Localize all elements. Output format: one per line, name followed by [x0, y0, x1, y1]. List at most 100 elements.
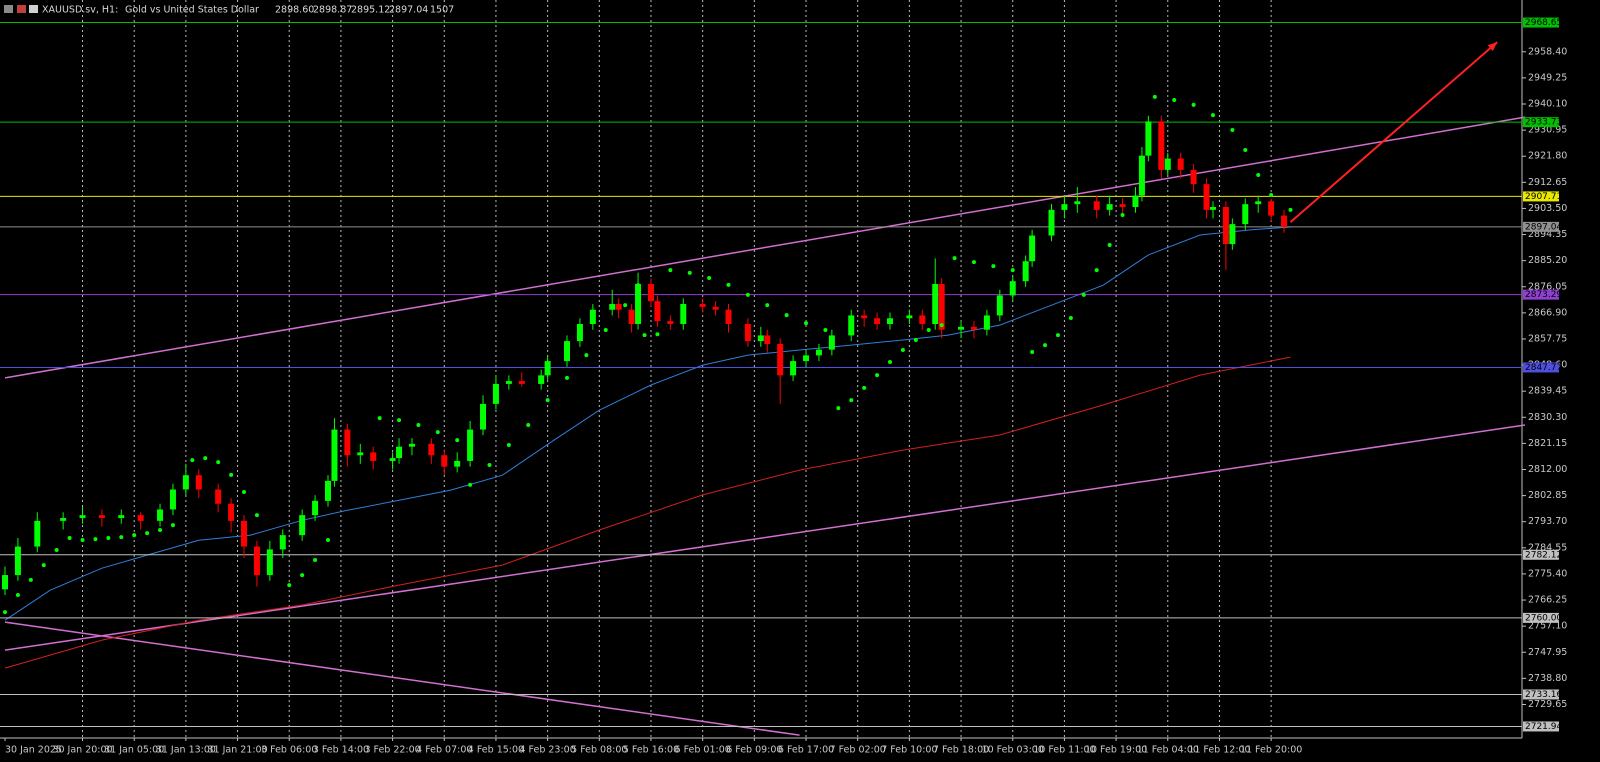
- x-tick-label: 11 Feb 04:00: [1137, 745, 1199, 756]
- candle-body: [699, 304, 706, 307]
- candle-body: [408, 443, 415, 447]
- sar-dot: [603, 327, 608, 332]
- sar-dot: [1010, 268, 1015, 273]
- sar-dot: [377, 416, 382, 421]
- sar-dot: [119, 535, 124, 540]
- candle-body: [1164, 158, 1171, 170]
- sar-dot: [325, 537, 330, 542]
- x-tick-label: 4 Feb 07:00: [416, 745, 472, 756]
- candle-body: [1209, 207, 1216, 210]
- sar-dot: [416, 422, 421, 427]
- y-tick-label: 2940.10: [1528, 99, 1567, 110]
- sar-dot: [254, 513, 259, 518]
- candle-body: [538, 375, 545, 384]
- sar-dot: [565, 375, 570, 380]
- sar-dot: [106, 535, 111, 540]
- x-tick-label: 30 Jan 2025: [5, 745, 62, 756]
- y-tick-label: 2775.40: [1528, 568, 1567, 579]
- candle-body: [983, 315, 990, 330]
- sar-dot: [80, 537, 85, 542]
- sar-dot: [170, 523, 175, 528]
- y-tick-label: 2885.20: [1528, 255, 1567, 266]
- candle-body: [492, 383, 499, 404]
- y-tick-label: 2830.30: [1528, 412, 1567, 423]
- candle-body: [60, 518, 67, 521]
- sar-dot: [1055, 333, 1060, 338]
- candle-body: [396, 446, 403, 459]
- sar-dot: [468, 482, 473, 487]
- candle-body: [628, 309, 635, 324]
- candle-body: [312, 500, 319, 516]
- trend-line: [4, 424, 1526, 651]
- sar-dot: [145, 531, 150, 536]
- candle-body: [609, 304, 616, 310]
- sar-dot: [1068, 315, 1073, 320]
- level-label: 2847.77: [1525, 363, 1562, 373]
- candle-body: [1242, 204, 1249, 225]
- candle-body: [266, 549, 273, 576]
- sar-dot: [229, 472, 234, 477]
- candle-body: [919, 315, 926, 324]
- x-tick-label: 6 Feb 09:00: [726, 745, 782, 756]
- level-label: 2782.12: [1525, 550, 1562, 560]
- y-tick-label: 2866.90: [1528, 307, 1567, 318]
- candle-body: [667, 321, 674, 324]
- candle-body: [757, 335, 764, 342]
- candle-body: [370, 452, 377, 461]
- x-tick-label: 5 Feb 16:00: [623, 745, 679, 756]
- sar-dot: [93, 537, 98, 542]
- sar-dot: [1288, 207, 1293, 212]
- candle-body: [647, 284, 654, 302]
- y-tick-label: 2738.80: [1528, 673, 1567, 684]
- candle-body: [14, 546, 21, 576]
- high: 2898.87: [313, 5, 352, 16]
- sar-dot: [668, 268, 673, 273]
- x-tick-label: 4 Feb 15:00: [468, 745, 524, 756]
- candle-body: [299, 515, 306, 536]
- sar-dot: [300, 573, 305, 578]
- chart-icon: [29, 5, 38, 13]
- candle-body: [1203, 184, 1210, 210]
- tick-volume: 1507: [430, 5, 454, 16]
- candle-body: [454, 460, 461, 467]
- trend-line: [4, 621, 800, 736]
- sar-dot: [1256, 173, 1261, 178]
- candle-body: [34, 520, 41, 547]
- sar-dot: [1081, 292, 1086, 297]
- candle-body: [195, 475, 202, 490]
- sar-dot: [54, 547, 59, 552]
- y-tick-label: 2958.40: [1528, 46, 1567, 57]
- sar-dot: [991, 264, 996, 269]
- sar-dot: [1191, 102, 1196, 107]
- sar-dot: [655, 332, 660, 337]
- candle-body: [744, 323, 751, 342]
- y-tick-label: 2912.65: [1528, 177, 1567, 188]
- sar-dot: [707, 276, 712, 281]
- candle-body: [576, 323, 583, 342]
- sar-dot: [28, 577, 33, 582]
- menu-icon[interactable]: [4, 5, 13, 13]
- candle-body: [480, 403, 487, 430]
- arrow-line: [1289, 41, 1498, 223]
- candle-body: [564, 341, 571, 362]
- sar-dot: [526, 422, 531, 427]
- sar-dot: [687, 270, 692, 275]
- candle-body: [357, 452, 364, 456]
- candle-body: [1229, 224, 1236, 245]
- y-tick-label: 2821.15: [1528, 438, 1567, 449]
- candle-body: [518, 381, 525, 384]
- candle-body: [505, 381, 512, 384]
- sar-dot: [726, 282, 731, 287]
- y-tick-label: 2793.70: [1528, 516, 1567, 527]
- candle-body: [635, 284, 642, 324]
- candle-body: [467, 429, 474, 461]
- level-label: 2907.71: [1525, 192, 1562, 202]
- candle-body: [279, 535, 286, 550]
- sar-dot: [913, 337, 918, 342]
- sar-dot: [745, 292, 750, 297]
- x-tick-label: 10 Feb 11:00: [1033, 745, 1095, 756]
- candle-body: [589, 309, 596, 324]
- description: Gold vs United States Dollar: [125, 5, 259, 16]
